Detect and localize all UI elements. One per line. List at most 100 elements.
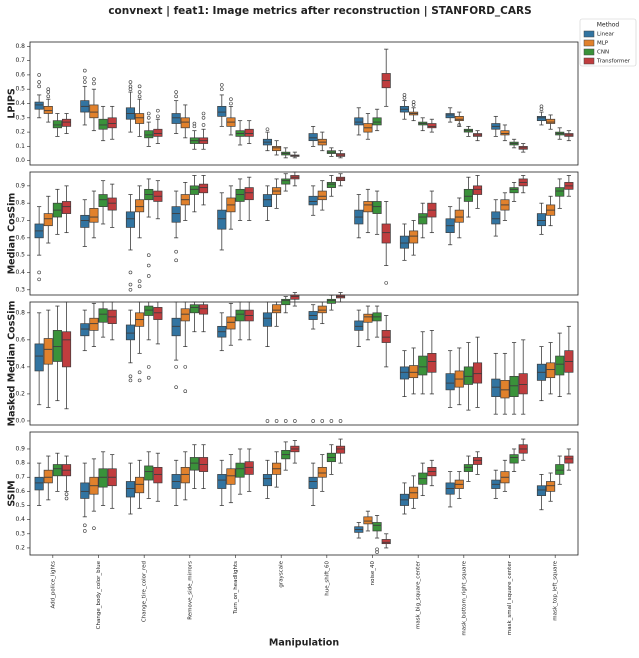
box xyxy=(125,324,136,341)
box xyxy=(363,516,373,525)
box xyxy=(409,365,419,379)
box xyxy=(43,469,53,484)
box xyxy=(555,355,565,376)
box xyxy=(335,445,346,454)
outlier xyxy=(156,114,160,119)
y-tick-label: 0.2 xyxy=(15,544,25,551)
box xyxy=(52,464,62,477)
outlier xyxy=(229,97,233,102)
outlier xyxy=(146,111,151,116)
x-axis-label: Manipulation xyxy=(269,638,339,649)
box xyxy=(546,362,556,379)
box xyxy=(153,128,163,137)
y-tick-label: 0.4 xyxy=(15,100,25,107)
box xyxy=(125,211,136,228)
box xyxy=(308,476,318,489)
box xyxy=(381,330,391,343)
box xyxy=(509,375,519,397)
box xyxy=(89,317,99,331)
box xyxy=(463,464,473,472)
y-tick-label: 0.8 xyxy=(15,43,25,50)
box xyxy=(217,209,227,230)
outlier xyxy=(128,378,133,383)
x-tick-label: mask_big_square_center xyxy=(416,560,422,629)
box xyxy=(125,481,136,498)
box xyxy=(445,373,455,391)
outlier xyxy=(137,284,142,289)
y-tick-label: 0.3 xyxy=(15,530,25,537)
box xyxy=(454,116,464,122)
chart-title: convnext | feat1: Image metrics after re… xyxy=(108,5,531,17)
box xyxy=(427,353,437,373)
outlier xyxy=(283,419,288,423)
box xyxy=(80,482,90,499)
y-tick-label: 0.6 xyxy=(15,336,25,343)
box xyxy=(198,304,209,315)
legend-swatch xyxy=(583,39,595,47)
outlier xyxy=(83,80,87,84)
box xyxy=(180,308,190,322)
legend-swatch xyxy=(583,57,595,65)
y-tick-label: 0.9 xyxy=(15,182,25,189)
y-tick-label: 0.0 xyxy=(15,157,25,164)
y-tick-label: 0.6 xyxy=(15,71,25,78)
box xyxy=(454,209,464,223)
y-tick-label: 0.4 xyxy=(15,269,25,276)
box xyxy=(89,208,99,223)
y-tick-label: 0.5 xyxy=(15,252,25,259)
box xyxy=(217,474,227,489)
box xyxy=(107,197,117,211)
box xyxy=(472,362,483,384)
y-tick-label: 0.3 xyxy=(15,286,25,293)
x-tick-label: mask_small_square_center xyxy=(507,560,513,635)
y-tick-label: 0.3 xyxy=(15,114,25,121)
box xyxy=(509,187,519,194)
box xyxy=(399,366,410,380)
outlier xyxy=(384,281,389,285)
y-tick-label: 0.2 xyxy=(15,390,25,397)
box xyxy=(98,118,108,130)
outlier xyxy=(174,385,178,389)
legend-label: CNN xyxy=(597,50,609,56)
box xyxy=(135,199,145,213)
box xyxy=(52,120,62,129)
y-tick-label: 0.8 xyxy=(15,200,25,207)
outlier xyxy=(92,77,96,81)
box xyxy=(427,123,437,129)
box xyxy=(564,455,574,464)
box xyxy=(135,113,145,124)
y-axis-label: LPIPS xyxy=(7,88,18,119)
box xyxy=(198,183,209,194)
outlier xyxy=(83,75,87,80)
outlier xyxy=(338,419,343,423)
x-tick-label: hue_shift_60 xyxy=(324,561,330,596)
box xyxy=(546,118,556,124)
box xyxy=(189,304,199,314)
outlier xyxy=(220,83,224,87)
outlier xyxy=(128,288,133,292)
box xyxy=(244,461,254,475)
box xyxy=(52,330,62,362)
outlier xyxy=(274,419,279,423)
outlier xyxy=(137,370,142,375)
legend-label: Transformer xyxy=(596,59,631,65)
box xyxy=(189,457,199,471)
box xyxy=(555,187,565,197)
outlier xyxy=(411,100,416,104)
box xyxy=(491,378,501,397)
legend-swatch xyxy=(583,30,595,38)
outlier xyxy=(128,87,133,91)
box xyxy=(326,298,336,304)
plot-frame xyxy=(29,41,579,166)
box xyxy=(98,194,108,207)
box xyxy=(463,188,473,202)
x-tick-label: mask_top_left_square xyxy=(553,560,559,620)
box xyxy=(34,476,44,491)
y-tick-label: 0.9 xyxy=(15,445,25,452)
box xyxy=(272,304,282,314)
outlier xyxy=(128,80,133,84)
outlier xyxy=(128,270,133,275)
box xyxy=(500,380,510,399)
x-tick-label: Change_body_color_blue xyxy=(96,560,102,629)
